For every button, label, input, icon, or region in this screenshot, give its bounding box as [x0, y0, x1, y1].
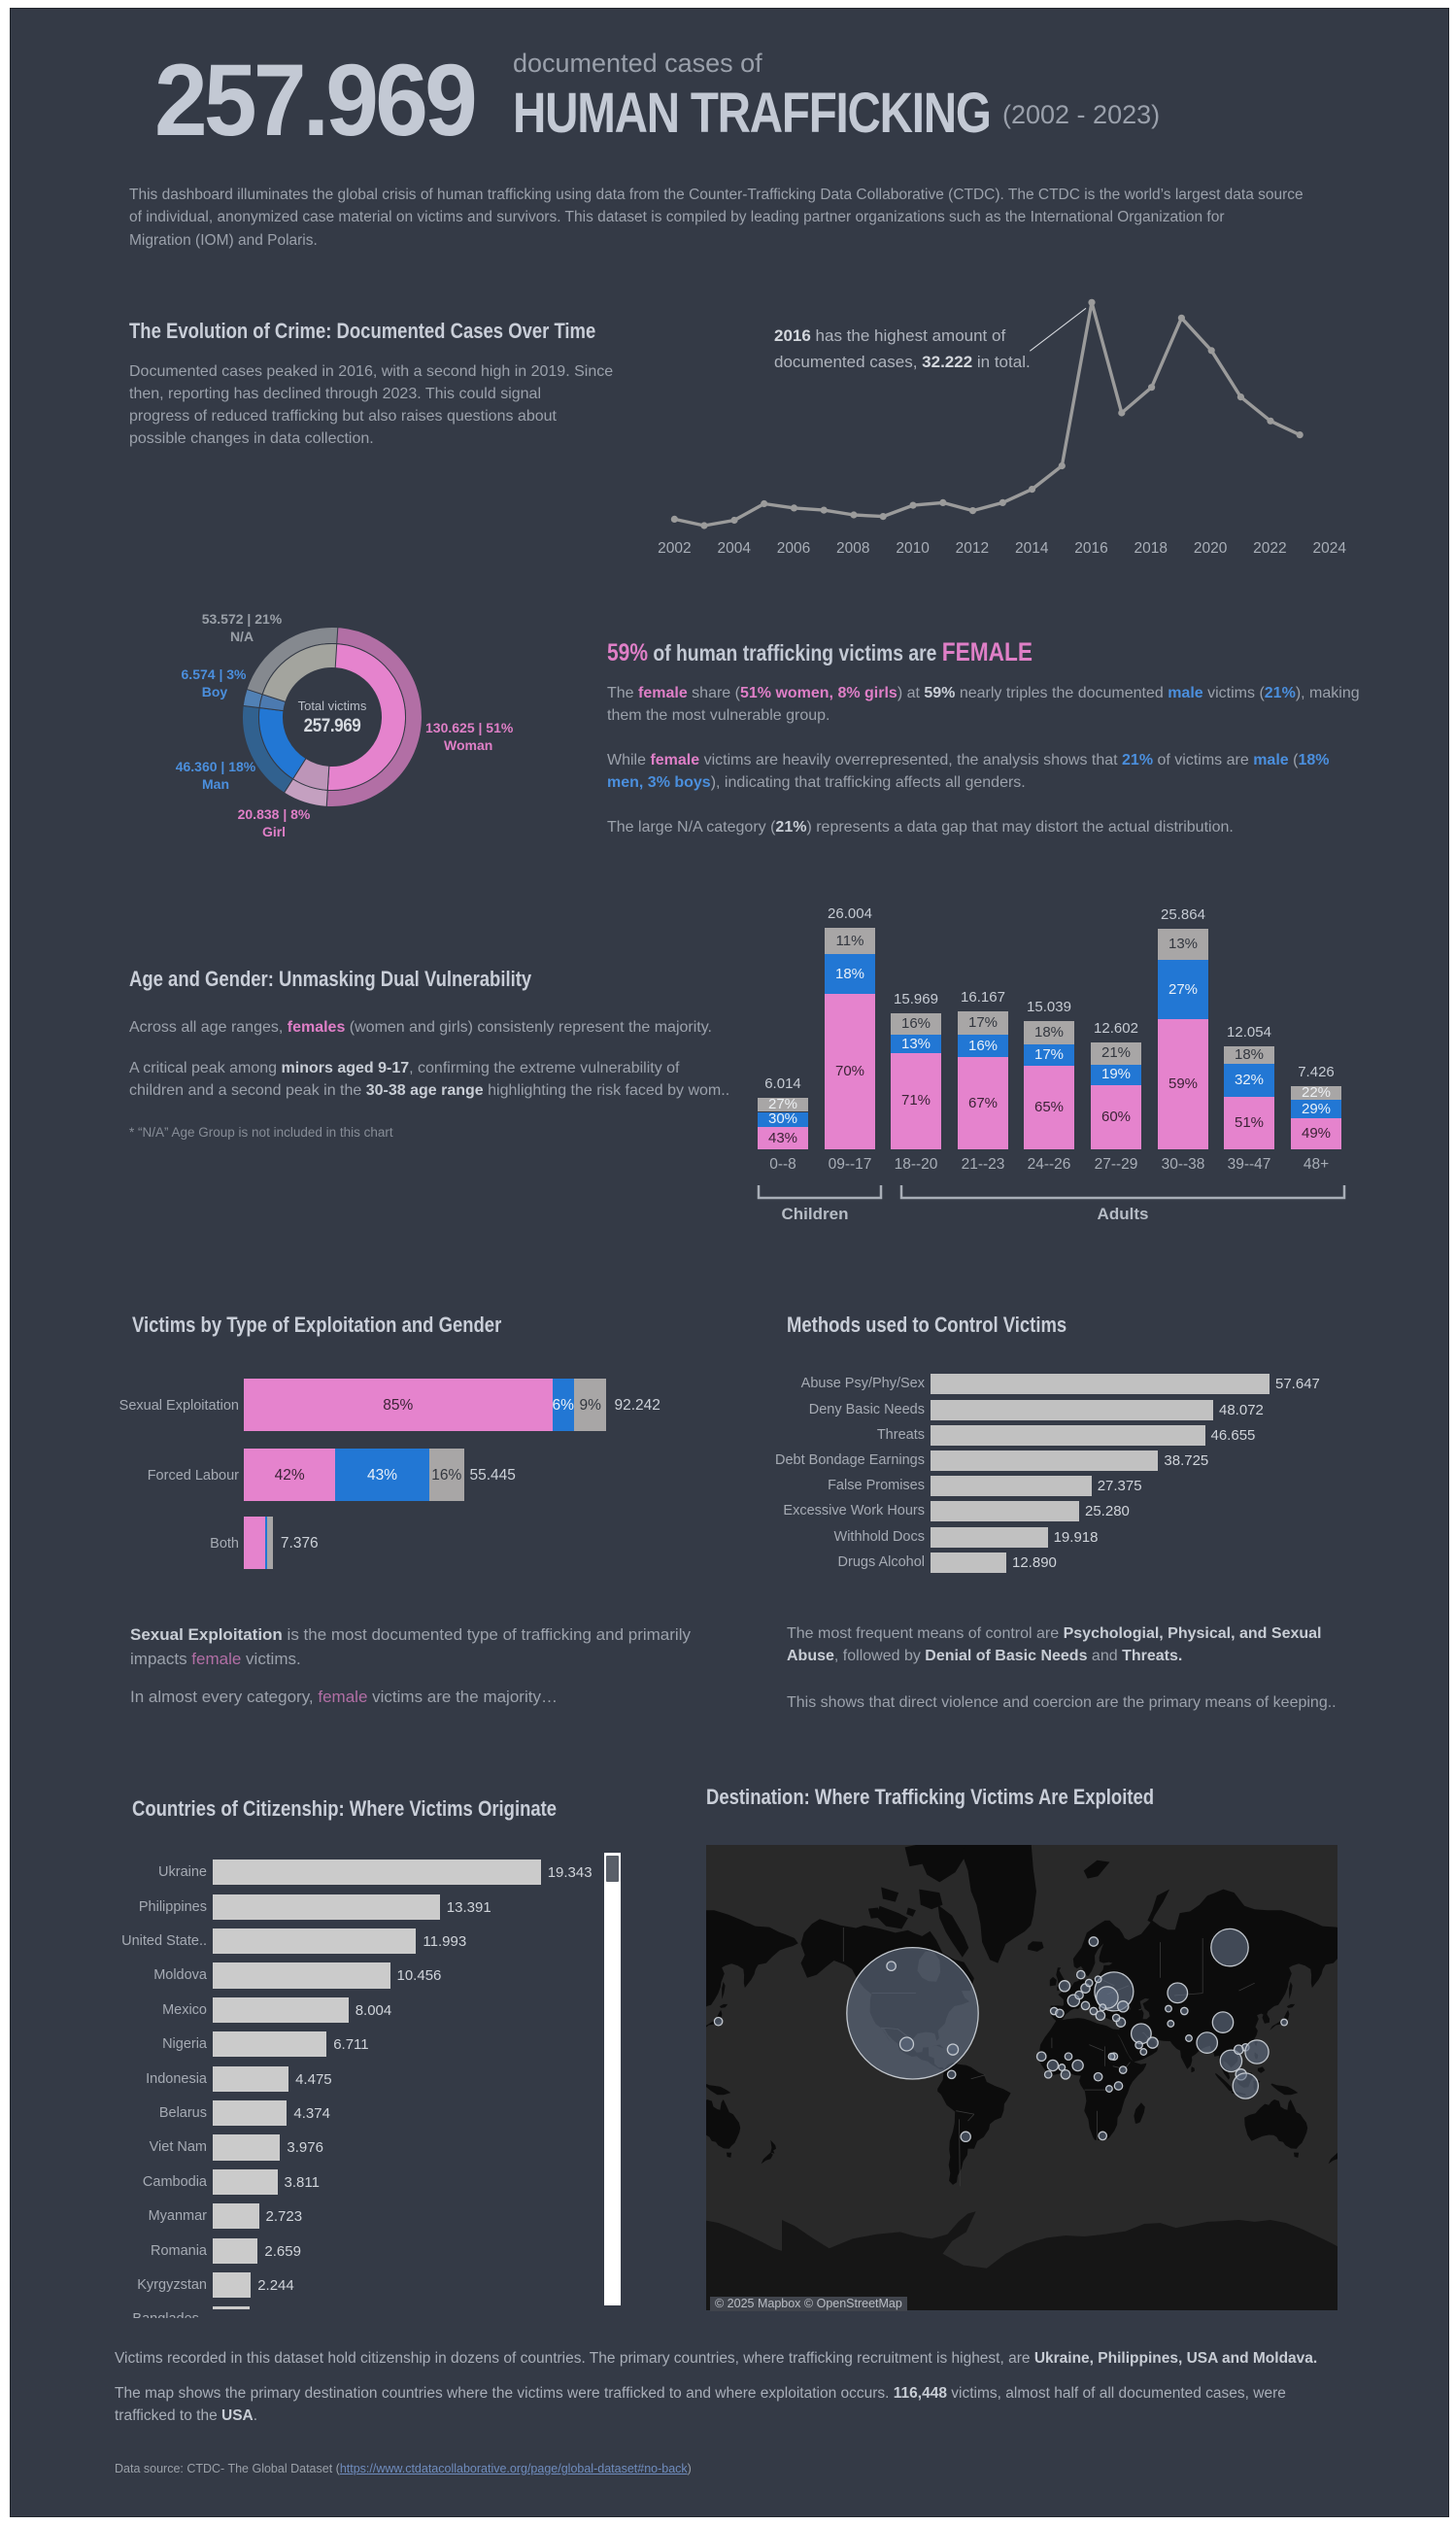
svg-text:2004: 2004	[717, 540, 751, 557]
svg-text:2002: 2002	[658, 540, 691, 557]
svg-text:2020: 2020	[1194, 540, 1228, 557]
svg-text:2022: 2022	[1253, 540, 1286, 557]
svg-text:2016: 2016	[1074, 540, 1107, 557]
svg-text:2014: 2014	[1015, 540, 1049, 557]
svg-text:2012: 2012	[956, 540, 989, 557]
svg-text:2008: 2008	[836, 540, 869, 557]
svg-text:2010: 2010	[896, 540, 930, 557]
svg-text:2018: 2018	[1134, 540, 1168, 557]
svg-text:2024: 2024	[1312, 540, 1346, 557]
svg-text:2006: 2006	[777, 540, 810, 557]
